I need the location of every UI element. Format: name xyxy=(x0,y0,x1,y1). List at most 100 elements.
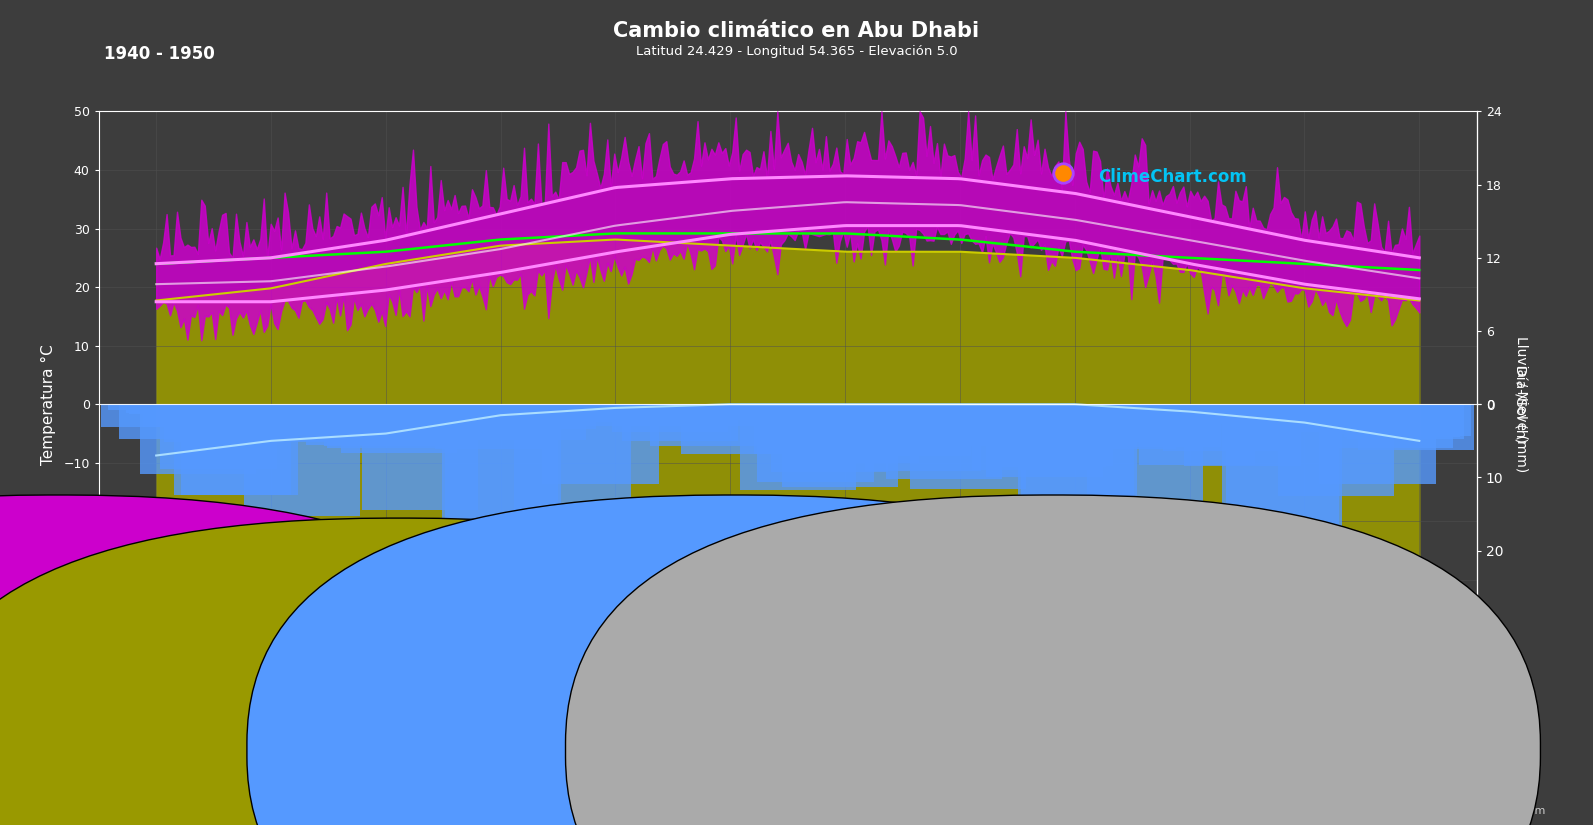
Bar xyxy=(806,404,922,421)
Bar xyxy=(306,404,422,446)
Bar xyxy=(892,404,1008,408)
Text: Latitud 24.429 - Longitud 54.365 - Elevación 5.0: Latitud 24.429 - Longitud 54.365 - Eleva… xyxy=(636,45,957,59)
Bar xyxy=(854,404,970,456)
Bar xyxy=(314,404,430,409)
Bar xyxy=(1187,404,1305,414)
Bar xyxy=(642,404,760,417)
Bar xyxy=(258,404,374,417)
Bar xyxy=(650,404,766,446)
Bar xyxy=(927,404,1043,408)
Bar xyxy=(1077,404,1193,441)
Bar xyxy=(362,404,478,510)
Text: ClimeChart.com: ClimeChart.com xyxy=(1098,167,1247,186)
Text: Rango min / max por día: Rango min / max por día xyxy=(72,743,226,757)
Bar xyxy=(1337,404,1453,448)
Bar xyxy=(479,404,596,429)
Bar xyxy=(706,404,822,412)
Text: Día-/Sol (h): Día-/Sol (h) xyxy=(390,720,470,733)
Bar xyxy=(789,404,905,415)
Text: Lluvia (mm): Lluvia (mm) xyxy=(725,720,809,733)
Bar xyxy=(1333,404,1450,434)
Bar xyxy=(417,404,534,406)
Bar xyxy=(515,404,631,538)
Bar xyxy=(1344,404,1461,437)
Bar xyxy=(1018,404,1134,570)
Text: ClimeChart.com: ClimeChart.com xyxy=(196,537,344,554)
Bar xyxy=(508,404,624,410)
Bar xyxy=(753,404,870,455)
Bar xyxy=(279,404,395,408)
Bar xyxy=(986,404,1102,477)
Bar xyxy=(102,404,218,427)
Bar xyxy=(757,404,873,483)
Bar xyxy=(685,404,801,420)
Bar xyxy=(199,404,315,414)
Y-axis label: Día-/Sol (h): Día-/Sol (h) xyxy=(1513,365,1526,443)
Bar xyxy=(1042,404,1158,406)
Bar xyxy=(1053,404,1169,424)
Bar xyxy=(441,404,558,521)
Bar xyxy=(1063,404,1179,440)
Bar xyxy=(1251,404,1367,408)
Bar xyxy=(868,404,984,407)
Bar xyxy=(153,404,269,412)
Bar xyxy=(444,404,561,624)
Bar xyxy=(1048,404,1164,409)
Bar xyxy=(119,404,236,440)
Bar xyxy=(1166,404,1284,424)
Bar xyxy=(1268,404,1384,411)
Bar xyxy=(841,404,957,428)
Text: — Luz del día por día: — Luz del día por día xyxy=(390,743,523,757)
Bar xyxy=(1195,404,1311,424)
Text: Temperatura °C: Temperatura °C xyxy=(48,720,158,733)
Bar xyxy=(795,404,911,450)
Bar xyxy=(1184,404,1300,466)
Text: Cambio climático en Abu Dhabi: Cambio climático en Abu Dhabi xyxy=(613,21,980,40)
Bar xyxy=(296,404,413,421)
Bar xyxy=(1230,404,1346,407)
Bar xyxy=(1354,404,1470,436)
Bar xyxy=(556,404,672,408)
Bar xyxy=(524,404,642,410)
Bar xyxy=(897,404,1013,408)
Bar xyxy=(913,404,1029,412)
Bar xyxy=(910,404,1026,489)
Bar xyxy=(1139,404,1255,465)
Bar xyxy=(983,404,1099,410)
Bar xyxy=(1278,404,1394,496)
Y-axis label: Lluvia / Nieve (mm): Lluvia / Nieve (mm) xyxy=(1515,336,1528,473)
Bar xyxy=(497,404,613,422)
Bar xyxy=(997,404,1114,466)
Text: Nieve (mm): Nieve (mm) xyxy=(1043,720,1125,733)
Text: 1940 - 1950: 1940 - 1950 xyxy=(104,45,215,64)
Bar xyxy=(108,404,225,409)
Bar xyxy=(323,404,440,446)
Bar xyxy=(803,404,919,463)
Bar xyxy=(1039,404,1155,417)
Bar xyxy=(906,404,1023,446)
Bar xyxy=(255,404,371,422)
Bar xyxy=(456,404,572,426)
Bar xyxy=(691,404,808,412)
Bar xyxy=(233,404,350,433)
Text: — Promedio mensual: — Promedio mensual xyxy=(48,766,180,780)
Bar xyxy=(317,404,433,429)
Bar xyxy=(621,404,739,441)
Bar xyxy=(421,404,537,440)
Bar xyxy=(1024,404,1141,439)
Bar xyxy=(164,404,280,441)
Text: Sol por día: Sol por día xyxy=(414,766,481,780)
Bar xyxy=(688,404,804,407)
Bar xyxy=(1319,404,1435,484)
Text: — Promedio mensual: — Promedio mensual xyxy=(1043,766,1176,780)
Bar xyxy=(1222,404,1338,610)
Bar xyxy=(376,404,492,430)
Bar xyxy=(1292,404,1408,409)
Bar xyxy=(1086,404,1203,527)
Bar xyxy=(542,404,658,484)
Bar xyxy=(680,404,798,454)
Bar xyxy=(435,404,551,449)
Bar xyxy=(174,404,292,495)
Bar xyxy=(972,404,1090,470)
Bar xyxy=(209,404,325,418)
